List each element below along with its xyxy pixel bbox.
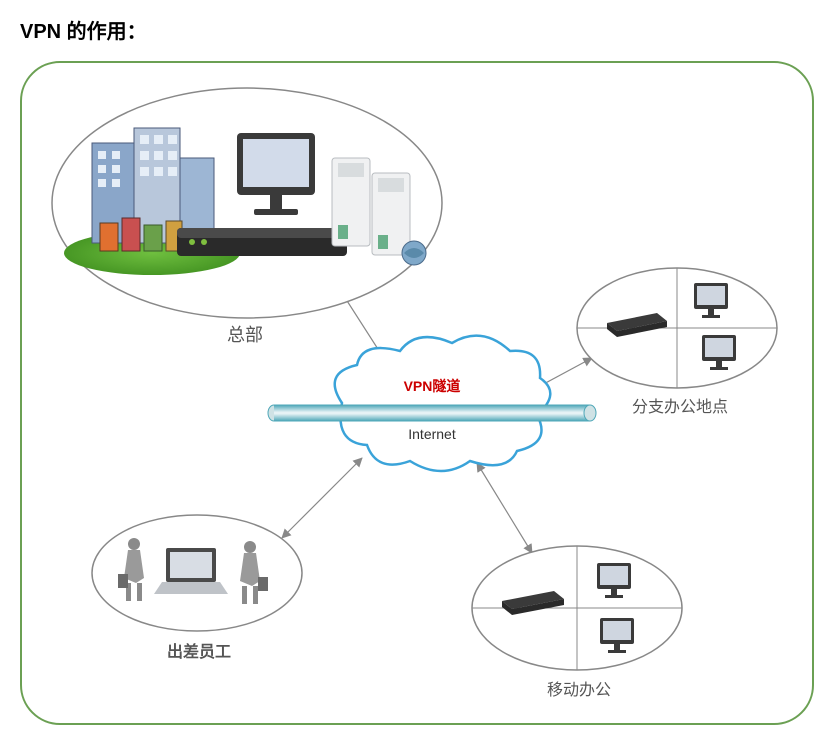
page-title: VPN 的作用： <box>0 0 837 49</box>
label-mobile: 移动办公 <box>547 676 611 700</box>
node-mobile <box>472 546 682 670</box>
cloud-node: VPN隧道 Internet <box>335 336 551 471</box>
edge-mobile-cloud <box>477 463 532 553</box>
label-hq: 总部 <box>227 321 263 347</box>
tunnel-tube <box>268 405 596 421</box>
label-travel: 出差员工 <box>167 638 231 662</box>
cloud-icon <box>335 336 551 471</box>
label-branch: 分支办公地点 <box>632 393 728 417</box>
cloud-top-label: VPN隧道 <box>404 378 461 394</box>
node-hq <box>52 88 442 318</box>
cloud-bottom-label: Internet <box>408 426 456 442</box>
node-travel <box>92 515 302 631</box>
vpn-diagram: VPN隧道 Internet 总部 分支办公地点 出差员工 移动办公 <box>20 61 814 725</box>
edge-travel-cloud <box>282 458 362 538</box>
router-icon <box>177 228 347 256</box>
node-branch <box>577 268 777 388</box>
